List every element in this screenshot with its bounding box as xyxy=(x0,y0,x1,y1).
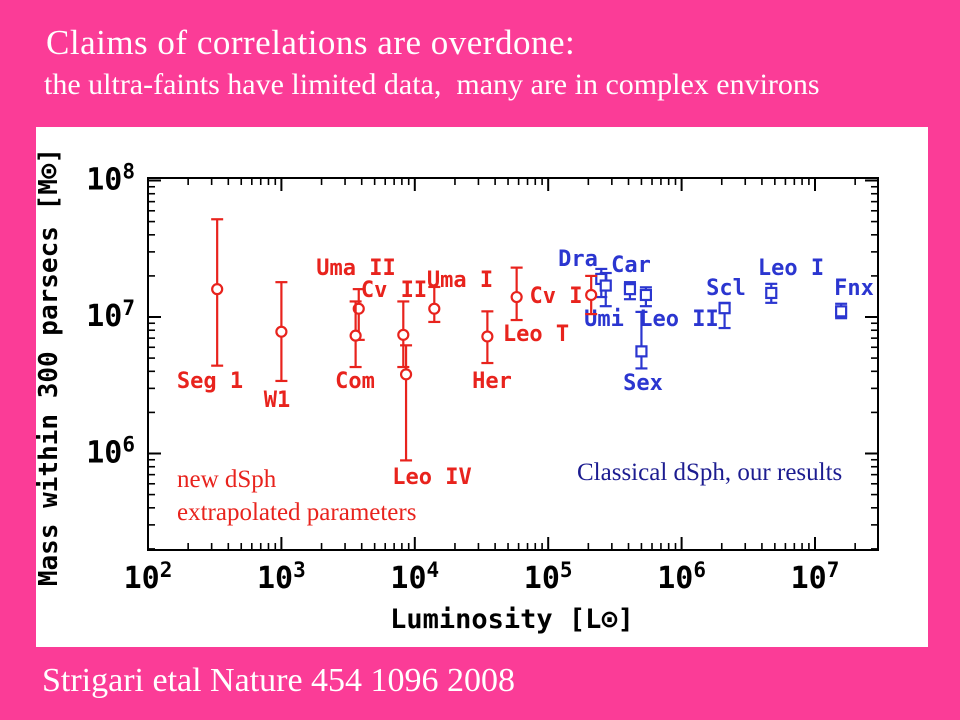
legend-annotation-extrapolated-parameters: extrapolated parameters xyxy=(177,499,416,526)
marker-circle xyxy=(481,330,494,343)
point-label-scl: Scl xyxy=(706,276,746,301)
data-point-uma-i: Uma I xyxy=(427,268,493,324)
point-label-leo-ii: Leo II xyxy=(639,307,718,332)
data-point-leo-t: Leo T xyxy=(503,266,569,347)
data-point-com: Com xyxy=(335,300,375,394)
y-tick-label: 108 xyxy=(86,160,135,198)
data-point-uma-ii: Uma II xyxy=(316,256,396,341)
legend-annotation-new-dsph: new dSph xyxy=(177,466,277,493)
data-point-sex: Sex xyxy=(623,310,663,396)
data-point-seg-1: Seg 1 xyxy=(177,218,243,394)
marker-square xyxy=(765,286,778,300)
slide-title-line1: Claims of correlations are overdone: xyxy=(46,23,576,62)
data-point-leo-ii: Leo II xyxy=(639,286,719,332)
data-point-scl: Scl xyxy=(706,276,746,330)
y-tick-label: 106 xyxy=(86,433,135,471)
marker-square xyxy=(718,302,731,315)
point-label-com: Com xyxy=(335,369,375,394)
marker-circle xyxy=(397,328,410,341)
data-point-w1: W1 xyxy=(264,281,291,413)
marker-circle xyxy=(211,283,224,296)
marker-circle xyxy=(510,290,523,304)
marker-circle xyxy=(349,329,362,342)
point-label-w1: W1 xyxy=(264,388,291,413)
point-label-her: Her xyxy=(472,369,512,394)
point-label-uma-ii: Uma II xyxy=(316,256,395,281)
marker-circle xyxy=(399,368,413,381)
data-point-leo-iv: Leo IV xyxy=(392,344,472,490)
x-tick-label: 102 xyxy=(124,558,173,596)
x-tick-label: 107 xyxy=(791,558,840,596)
data-point-her: Her xyxy=(472,310,512,394)
x-tick-label: 103 xyxy=(257,558,306,596)
point-label-cv-ii: Cv II xyxy=(361,278,427,303)
point-label-leo-i: Leo I xyxy=(758,256,824,281)
point-label-seg-1: Seg 1 xyxy=(177,369,243,394)
point-label-sex: Sex xyxy=(623,371,663,396)
x-tick-label: 105 xyxy=(524,558,573,596)
x-axis-title: Luminosity [L⊙] xyxy=(390,604,634,635)
marker-circle xyxy=(585,288,598,302)
point-label-uma-i: Uma I xyxy=(427,268,493,293)
plot-frame xyxy=(147,177,879,551)
marker-square xyxy=(599,279,612,292)
mass-vs-luminosity-scatter-plot: 102 103 104 105 106 107 106 107 108 Luminosity [L… xyxy=(36,148,879,635)
x-tick-label: 104 xyxy=(390,558,439,596)
chart-panel: 102 103 104 105 106 107 106 107 108 Luminosity [L… xyxy=(36,127,928,647)
data-point-fnx: Fnx xyxy=(834,276,874,320)
slide-title-line2: the ultra-faints have limited data, many… xyxy=(44,68,820,101)
point-label-dra: Dra xyxy=(558,247,598,272)
data-point-cv-ii: Cv II xyxy=(361,278,427,369)
marker-circle xyxy=(275,325,288,338)
data-point-leo-i: Leo I xyxy=(758,256,824,304)
point-label-leo-iv: Leo IV xyxy=(392,465,471,490)
marker-square xyxy=(639,288,653,302)
data-point-cv-i: Cv I xyxy=(530,274,598,316)
slide-footer-citation: Strigari etal Nature 454 1096 2008 xyxy=(42,662,516,699)
marker-circle xyxy=(428,302,441,315)
point-label-leo-t: Leo T xyxy=(503,322,569,347)
legend-annotation-classical-dsph-our-results: Classical dSph, our results xyxy=(577,459,842,486)
marker-square xyxy=(623,283,637,296)
point-label-cv-i: Cv I xyxy=(530,284,583,309)
x-tick-label: 106 xyxy=(657,558,706,596)
point-label-car: Car xyxy=(611,253,651,278)
marker-square xyxy=(835,305,848,318)
marker-square xyxy=(635,345,648,358)
y-tick-label: 107 xyxy=(86,296,135,334)
data-point-car: Car xyxy=(611,253,651,301)
y-axis-title: Mass within 300 parsecs [M⊙] xyxy=(36,148,64,586)
point-label-fnx: Fnx xyxy=(834,276,874,301)
